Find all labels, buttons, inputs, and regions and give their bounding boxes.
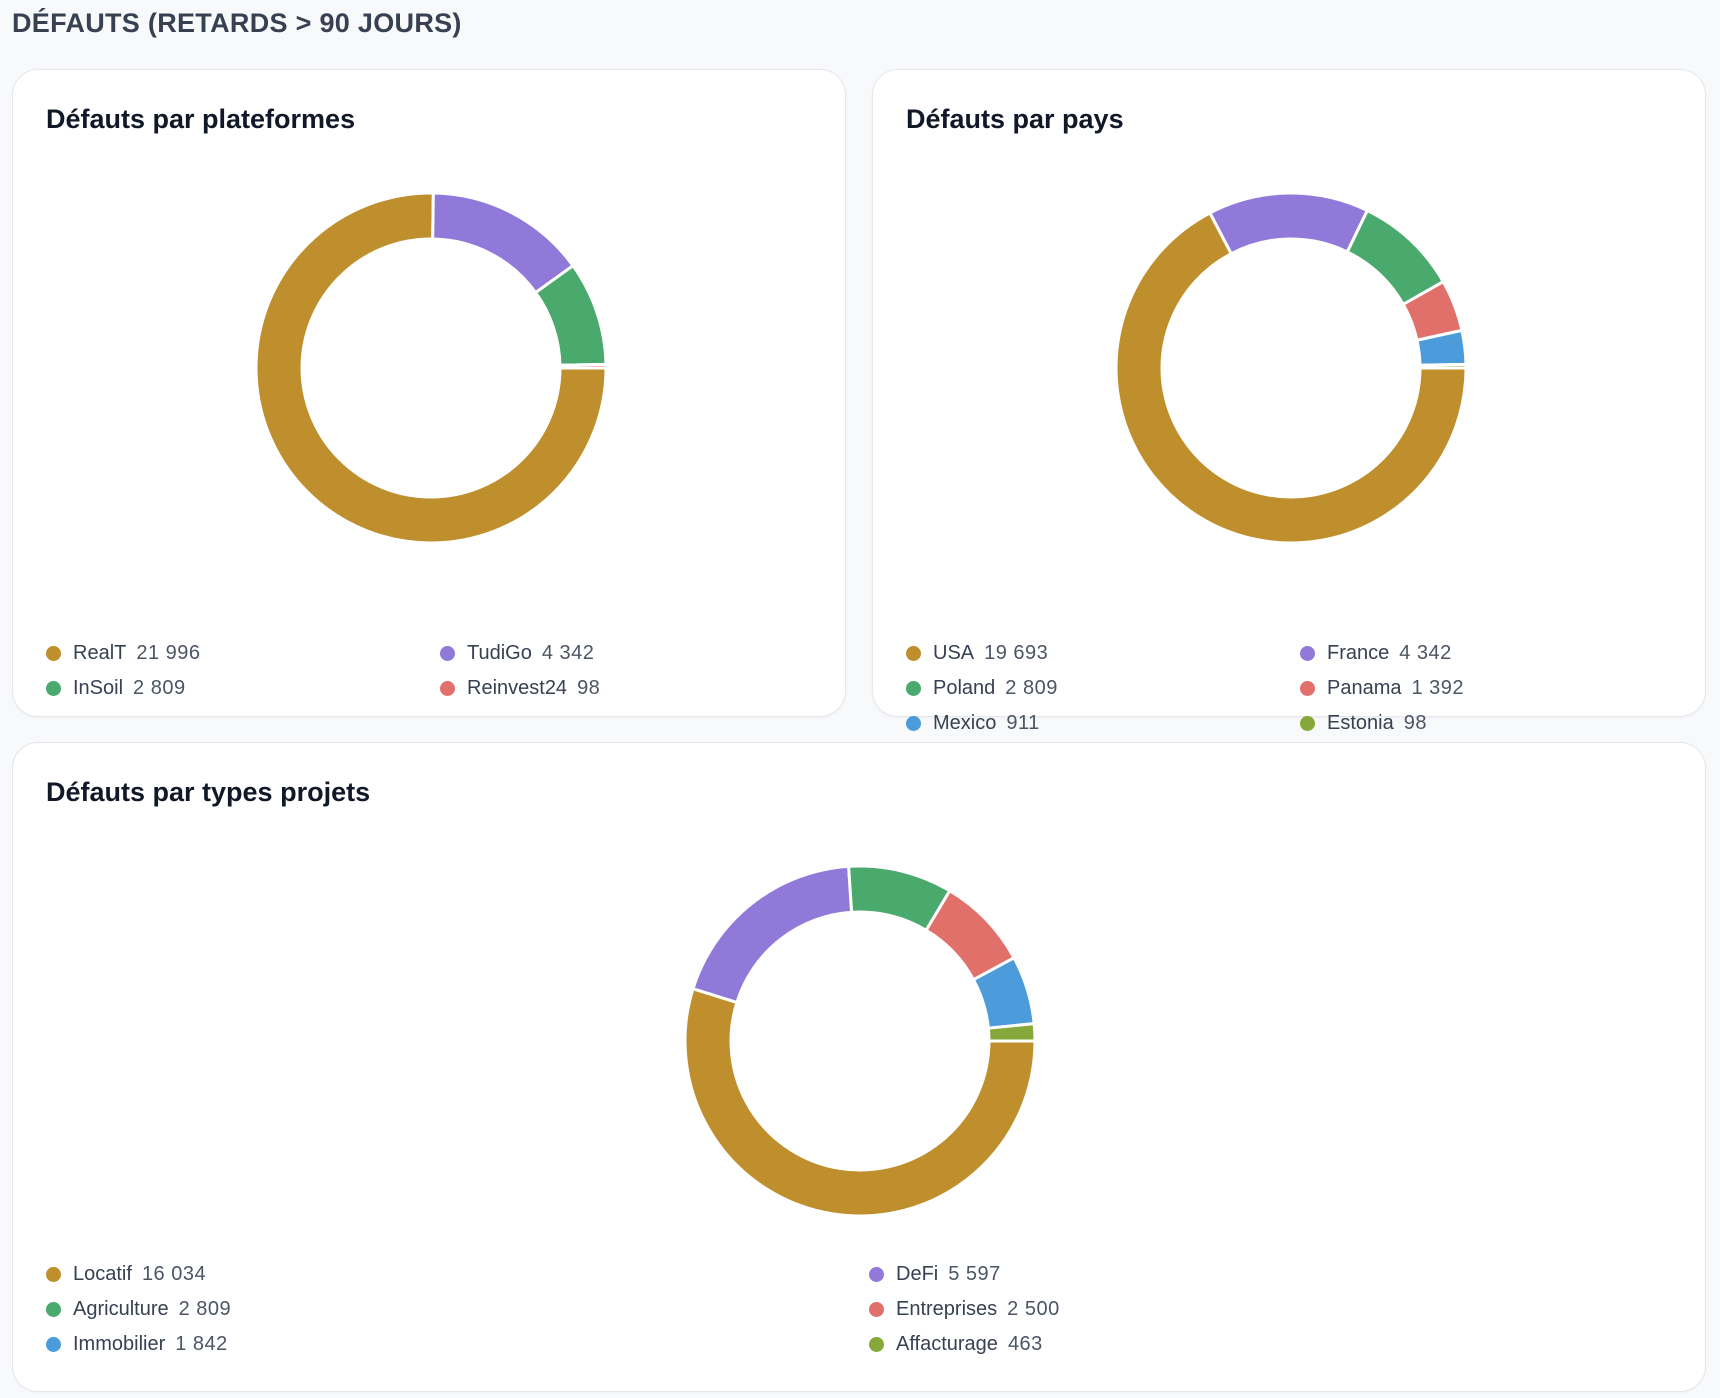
donut-slice-usa[interactable] bbox=[1114, 211, 1468, 545]
legend-value: 16 034 bbox=[141, 1263, 207, 1285]
donut-slice-reinvest24[interactable] bbox=[558, 362, 608, 370]
legend-dot-icon bbox=[46, 1302, 61, 1317]
legend-value: 2 809 bbox=[1005, 677, 1058, 699]
legend-value: 4 342 bbox=[1399, 642, 1452, 664]
legend-value: 1 842 bbox=[175, 1333, 228, 1355]
donut-slice-france[interactable] bbox=[1208, 191, 1369, 256]
legend-dot-icon bbox=[46, 1267, 61, 1282]
legend-item-defi[interactable]: DeFi 5 597 bbox=[869, 1257, 1692, 1292]
legend-label: Agriculture bbox=[73, 1298, 169, 1320]
legend-label: Panama bbox=[1327, 677, 1402, 699]
legend-value: 1 392 bbox=[1411, 677, 1465, 699]
countries-legend: USA 19 693 France 4 342 Poland 2 809 Panama 1 3… bbox=[906, 636, 1694, 741]
legend-label: Immobilier bbox=[73, 1333, 166, 1355]
legend-value: 2 500 bbox=[1007, 1298, 1060, 1320]
legend-item-reinvest24[interactable]: Reinvest24 98 bbox=[440, 671, 834, 706]
project-types-donut-chart bbox=[683, 864, 1037, 1218]
legend-label: RealT bbox=[73, 642, 127, 664]
donut-slice-estonia[interactable] bbox=[1418, 362, 1468, 370]
legend-value: 19 693 bbox=[984, 642, 1049, 664]
legend-value: 2 809 bbox=[133, 677, 186, 699]
legend-label: Estonia bbox=[1327, 712, 1394, 734]
legend-item-mexico[interactable]: Mexico 911 bbox=[906, 706, 1300, 741]
legend-dot-icon bbox=[440, 646, 455, 661]
legend-dot-icon bbox=[46, 681, 61, 696]
legend-label: TudiGo bbox=[467, 642, 532, 664]
legend-label: Locatif bbox=[73, 1263, 132, 1285]
legend-dot-icon bbox=[906, 681, 921, 696]
project-types-card: Défauts par types projets Locatif 16 034 D… bbox=[12, 742, 1706, 1392]
legend-dot-icon bbox=[906, 716, 921, 731]
legend-label: Affacturage bbox=[896, 1333, 998, 1355]
legend-item-tudigo[interactable]: TudiGo 4 342 bbox=[440, 636, 834, 671]
platforms-donut-chart bbox=[254, 191, 608, 545]
project-types-legend: Locatif 16 034 DeFi 5 597 Agriculture 2 809 En… bbox=[46, 1257, 1692, 1362]
legend-item-panama[interactable]: Panama 1 392 bbox=[1300, 671, 1694, 706]
donut-slice-defi[interactable] bbox=[691, 864, 854, 1004]
legend-item-agriculture[interactable]: Agriculture 2 809 bbox=[46, 1292, 869, 1327]
legend-value: 5 597 bbox=[948, 1263, 1001, 1285]
legend-dot-icon bbox=[1300, 646, 1315, 661]
countries-chart-title: Défauts par pays bbox=[906, 104, 1124, 134]
legend-label: Mexico bbox=[933, 712, 997, 734]
legend-label: Entreprises bbox=[896, 1298, 998, 1320]
legend-label: Reinvest24 bbox=[467, 677, 568, 699]
donut-slice-locatif[interactable] bbox=[683, 987, 1037, 1218]
legend-value: 2 809 bbox=[178, 1298, 232, 1320]
legend-item-locatif[interactable]: Locatif 16 034 bbox=[46, 1257, 869, 1292]
platforms-card: Défauts par plateformes RealT 21 996 TudiG… bbox=[12, 69, 846, 717]
section-title: DÉFAUTS (RETARDS > 90 JOURS) bbox=[12, 8, 462, 38]
platforms-legend: RealT 21 996 TudiGo 4 342 InSoil 2 809 Reinves… bbox=[46, 636, 834, 706]
donut-slice-affacturage[interactable] bbox=[986, 1022, 1037, 1043]
legend-item-france[interactable]: France 4 342 bbox=[1300, 636, 1694, 671]
legend-value: 4 342 bbox=[541, 642, 595, 664]
legend-value: 98 bbox=[1403, 712, 1427, 734]
legend-value: 463 bbox=[1007, 1333, 1043, 1355]
legend-label: DeFi bbox=[896, 1263, 939, 1285]
legend-dot-icon bbox=[869, 1302, 884, 1317]
countries-card: Défauts par pays USA 19 693 France 4 342 Pol… bbox=[872, 69, 1706, 734]
legend-label: InSoil bbox=[73, 677, 124, 699]
legend-dot-icon bbox=[869, 1337, 884, 1352]
legend-item-affacturage[interactable]: Affacturage 463 bbox=[869, 1327, 1692, 1362]
platforms-chart-title: Défauts par plateformes bbox=[46, 104, 356, 134]
countries-donut-chart bbox=[1114, 191, 1468, 545]
legend-dot-icon bbox=[46, 646, 61, 661]
legend-value: 98 bbox=[577, 677, 601, 699]
legend-item-insoil[interactable]: InSoil 2 809 bbox=[46, 671, 440, 706]
legend-item-immobilier[interactable]: Immobilier 1 842 bbox=[46, 1327, 869, 1362]
legend-dot-icon bbox=[1300, 716, 1315, 731]
legend-value: 911 bbox=[1006, 712, 1040, 734]
legend-dot-icon bbox=[869, 1267, 884, 1282]
legend-dot-icon bbox=[46, 1337, 61, 1352]
legend-dot-icon bbox=[906, 646, 921, 661]
donut-slice-realt[interactable] bbox=[254, 191, 608, 545]
legend-item-entreprises[interactable]: Entreprises 2 500 bbox=[869, 1292, 1692, 1327]
legend-value: 21 996 bbox=[136, 642, 201, 664]
legend-item-realt[interactable]: RealT 21 996 bbox=[46, 636, 440, 671]
legend-item-estonia[interactable]: Estonia 98 bbox=[1300, 706, 1694, 741]
project-types-chart-title: Défauts par types projets bbox=[46, 777, 371, 807]
donut-slice-tudigo[interactable] bbox=[431, 191, 575, 295]
legend-label: USA bbox=[933, 642, 975, 664]
legend-item-usa[interactable]: USA 19 693 bbox=[906, 636, 1300, 671]
legend-label: Poland bbox=[933, 677, 996, 699]
legend-dot-icon bbox=[440, 681, 455, 696]
legend-label: France bbox=[1327, 642, 1390, 664]
legend-dot-icon bbox=[1300, 681, 1315, 696]
legend-item-poland[interactable]: Poland 2 809 bbox=[906, 671, 1300, 706]
